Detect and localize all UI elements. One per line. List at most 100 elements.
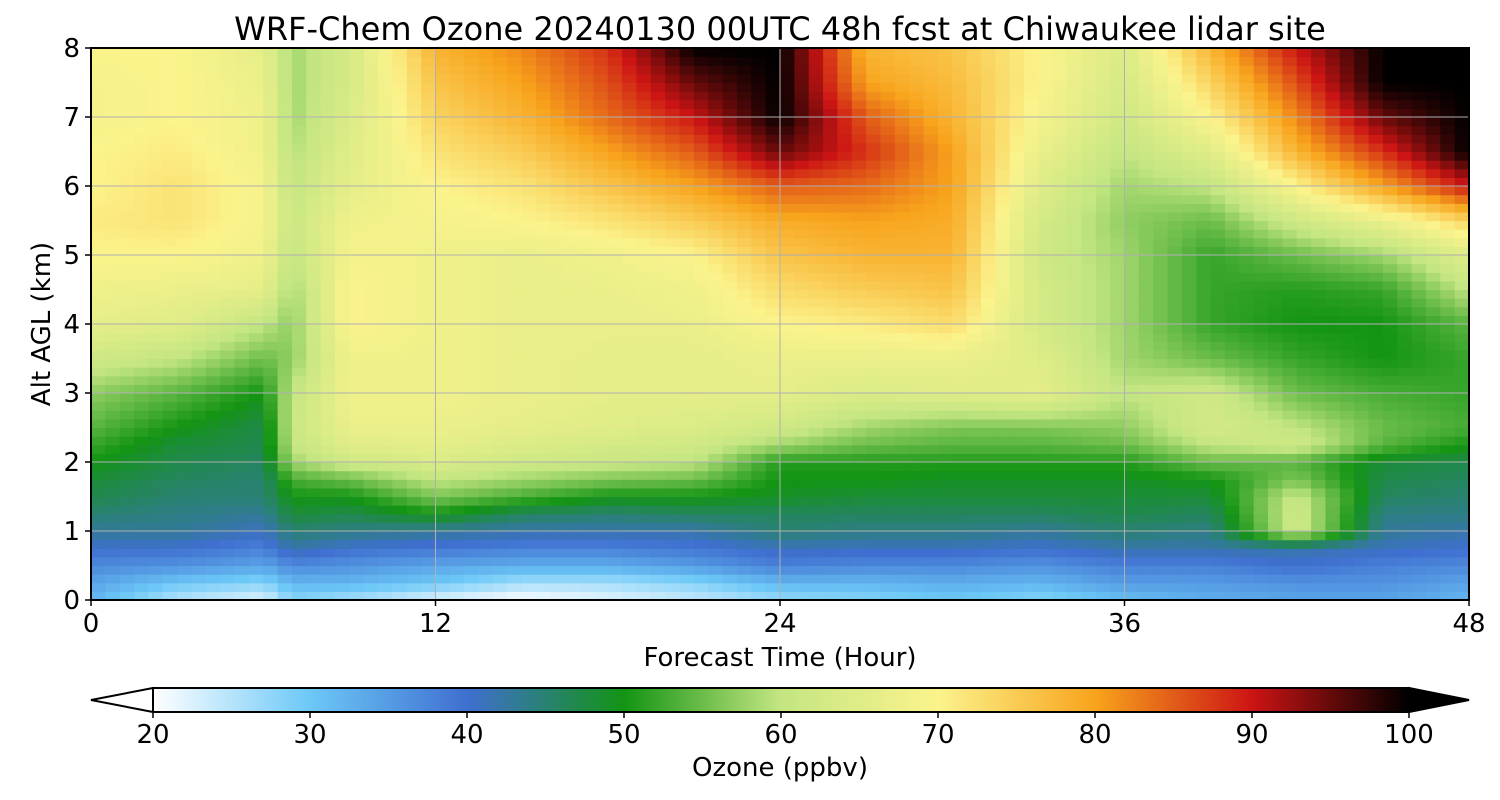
heatmap-cell bbox=[449, 117, 465, 127]
heatmap-cell bbox=[234, 125, 250, 135]
heatmap-cell bbox=[894, 117, 910, 127]
heatmap-cell bbox=[794, 48, 810, 58]
heatmap-cell bbox=[780, 134, 795, 144]
heatmap-cell bbox=[909, 427, 925, 437]
heatmap-cell bbox=[607, 108, 623, 118]
heatmap-cell bbox=[593, 556, 609, 567]
heatmap-cell bbox=[866, 522, 882, 532]
heatmap-cell bbox=[593, 255, 609, 265]
heatmap-cell bbox=[435, 479, 451, 489]
heatmap-cell bbox=[363, 65, 379, 75]
heatmap-cell bbox=[579, 487, 594, 498]
heatmap-cell bbox=[148, 505, 164, 515]
heatmap-cell bbox=[564, 186, 580, 196]
heatmap-cell bbox=[894, 134, 910, 144]
heatmap-cell bbox=[406, 582, 422, 592]
heatmap-cell bbox=[579, 203, 594, 213]
heatmap-cell bbox=[1153, 410, 1169, 420]
heatmap-cell bbox=[1110, 384, 1126, 394]
heatmap-cell bbox=[1095, 513, 1111, 523]
heatmap-cell bbox=[579, 393, 594, 403]
heatmap-cell bbox=[650, 65, 666, 75]
heatmap-cell bbox=[593, 125, 609, 135]
heatmap-cell bbox=[722, 91, 738, 101]
heatmap-cell bbox=[449, 341, 465, 351]
heatmap-cell bbox=[234, 367, 250, 377]
heatmap-cell bbox=[966, 255, 982, 265]
heatmap-cell bbox=[894, 91, 910, 101]
heatmap-cell bbox=[234, 393, 250, 403]
heatmap-cell bbox=[306, 246, 322, 256]
heatmap-cell bbox=[162, 99, 178, 109]
heatmap-cell bbox=[105, 203, 121, 213]
heatmap-cell bbox=[1038, 565, 1054, 575]
heatmap-cell bbox=[579, 582, 594, 592]
heatmap-cell bbox=[966, 453, 982, 463]
heatmap-cell bbox=[492, 82, 508, 92]
heatmap-cell bbox=[693, 487, 709, 498]
heatmap-cell bbox=[1167, 298, 1183, 308]
heatmap-cell bbox=[1196, 349, 1212, 360]
heatmap-cell bbox=[291, 99, 307, 109]
heatmap-cell bbox=[306, 91, 322, 101]
heatmap-cell bbox=[478, 367, 494, 377]
heatmap-cell bbox=[1081, 56, 1097, 66]
heatmap-cell bbox=[1167, 436, 1183, 446]
heatmap-cell bbox=[378, 151, 394, 161]
heatmap-cell bbox=[808, 125, 824, 135]
heatmap-cell bbox=[564, 565, 580, 575]
heatmap-cell bbox=[665, 160, 681, 170]
heatmap-cell bbox=[851, 436, 867, 446]
heatmap-cell bbox=[306, 487, 322, 498]
heatmap-cell bbox=[449, 393, 465, 403]
heatmap-cell bbox=[679, 462, 695, 472]
heatmap-cell bbox=[579, 565, 594, 575]
heatmap-cell bbox=[837, 73, 853, 84]
heatmap-cell bbox=[722, 401, 738, 411]
heatmap-cell bbox=[162, 444, 178, 454]
heatmap-cell bbox=[449, 255, 465, 265]
heatmap-cell bbox=[220, 151, 236, 161]
heatmap-cell bbox=[751, 99, 767, 109]
heatmap-cell bbox=[119, 418, 135, 429]
heatmap-cell bbox=[851, 194, 867, 204]
heatmap-cell bbox=[478, 470, 494, 480]
heatmap-cell bbox=[808, 531, 824, 541]
heatmap-cell bbox=[794, 82, 810, 92]
heatmap-cell bbox=[320, 220, 336, 230]
heatmap-cell bbox=[421, 48, 437, 58]
heatmap-cell bbox=[349, 298, 365, 308]
heatmap-cell bbox=[521, 272, 537, 282]
heatmap-cell bbox=[105, 384, 121, 394]
heatmap-cell bbox=[1181, 427, 1197, 437]
heatmap-cell bbox=[823, 82, 839, 92]
heatmap-cell bbox=[593, 56, 609, 66]
heatmap-cell bbox=[105, 358, 121, 368]
heatmap-cell bbox=[708, 591, 724, 601]
heatmap-cell bbox=[277, 427, 293, 437]
heatmap-cell bbox=[995, 513, 1011, 523]
heatmap-cell bbox=[966, 117, 982, 127]
heatmap-cell bbox=[665, 82, 681, 92]
heatmap-cell bbox=[1067, 203, 1083, 213]
heatmap-cell bbox=[1009, 522, 1025, 532]
heatmap-cell bbox=[248, 539, 264, 549]
heatmap-cell bbox=[248, 556, 264, 567]
heatmap-cell bbox=[363, 358, 379, 368]
heatmap-cell bbox=[579, 125, 594, 135]
heatmap-cell bbox=[134, 513, 150, 523]
heatmap-cell bbox=[866, 117, 882, 127]
heatmap-cell bbox=[966, 436, 982, 446]
heatmap-cell bbox=[1024, 108, 1039, 118]
heatmap-cell bbox=[851, 134, 867, 144]
heatmap-cell bbox=[923, 384, 939, 394]
heatmap-cell bbox=[909, 186, 925, 196]
heatmap-cell bbox=[191, 332, 207, 342]
heatmap-cell bbox=[521, 306, 537, 316]
heatmap-cell bbox=[277, 556, 293, 567]
heatmap-cell bbox=[1138, 151, 1154, 161]
heatmap-cell bbox=[105, 272, 121, 282]
heatmap-cell bbox=[1038, 367, 1054, 377]
heatmap-cell bbox=[248, 255, 264, 265]
